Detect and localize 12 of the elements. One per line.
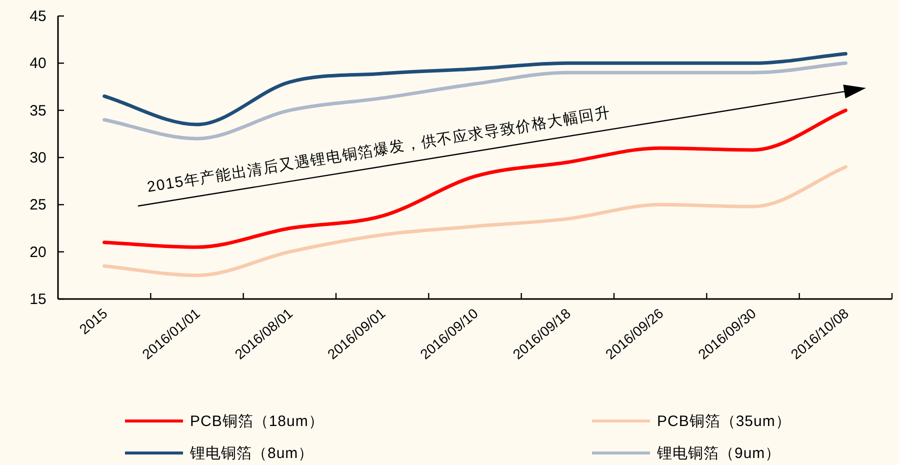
y-tick-label: 30 (30, 150, 46, 166)
y-tick-label: 25 (30, 196, 46, 214)
legend-label: PCB铜箔（18um） (190, 413, 324, 430)
y-tick-label: 40 (30, 55, 46, 72)
annotation: 2015年产能出清后又遇锂电铜箔爆发，供不应求导致价格大幅回升 (146, 104, 612, 196)
legend-label: 锂电铜箔（8um） (189, 445, 314, 462)
y-tick-label: 20 (30, 244, 46, 261)
y-tick-label: 15 (30, 291, 46, 308)
y-tick-label: 45 (30, 8, 46, 25)
legend-label: 锂电铜箔（9um） (656, 445, 781, 462)
y-tick-label: 35 (30, 102, 46, 120)
legend-label: PCB铜箔（35um） (657, 413, 791, 430)
